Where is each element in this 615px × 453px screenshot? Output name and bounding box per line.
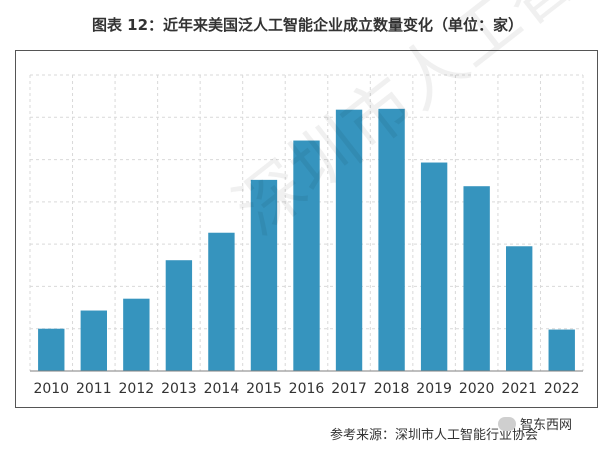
bar-2011 — [80, 310, 107, 371]
bar-2018 — [378, 108, 405, 372]
bar-2014 — [208, 232, 235, 371]
x-tick-label-2018: 2018 — [374, 381, 410, 397]
x-tick-label-2013: 2013 — [161, 381, 197, 397]
x-tick-label-2012: 2012 — [119, 381, 155, 397]
x-tick-labels: 2010 2011 2012 2013 2014 2015 2016 2017 2018 2019… — [33, 381, 579, 397]
wechat-account-name: 智东西网 — [520, 418, 573, 433]
bar-2022 — [548, 329, 575, 371]
x-tick-label-2021: 2021 — [501, 381, 537, 397]
chart-title: 图表 12：近年来美国泛人工智能企业成立数量变化（单位：家） — [91, 16, 524, 34]
bar-2016 — [293, 140, 320, 371]
bar-2013 — [165, 260, 193, 371]
bar-2019 — [420, 162, 448, 371]
x-tick-label-2020: 2020 — [459, 381, 495, 397]
bar-2017 — [335, 109, 363, 371]
bar-2012 — [123, 298, 150, 371]
wechat-icon — [498, 416, 516, 431]
x-tick-label-2014: 2014 — [204, 381, 240, 397]
x-tick-label-2017: 2017 — [331, 381, 367, 397]
bar-2015 — [250, 179, 278, 371]
bars — [38, 108, 575, 372]
x-tick-label-2011: 2011 — [76, 381, 112, 397]
wechat-account: 智东西网 — [498, 414, 572, 433]
bar-chart: 2010 2011 2012 2013 2014 2015 2016 2017 2018 2019… — [29, 74, 584, 397]
x-tick-label-2022: 2022 — [544, 381, 580, 397]
x-tick-label-2016: 2016 — [289, 381, 325, 397]
x-tick-label-2015: 2015 — [246, 381, 282, 397]
x-tick-label-2010: 2010 — [33, 381, 69, 397]
bar-2010 — [38, 328, 65, 371]
chart-frame: 2010 2011 2012 2013 2014 2015 2016 2017 2018 2019… — [15, 50, 598, 408]
x-tick-label-2019: 2019 — [416, 381, 452, 397]
grid-lines — [29, 74, 584, 371]
source-note: 参考来源：深圳市人工智能行业协会 — [330, 428, 539, 443]
bar-2020 — [463, 186, 490, 371]
bar-2021 — [506, 246, 533, 371]
